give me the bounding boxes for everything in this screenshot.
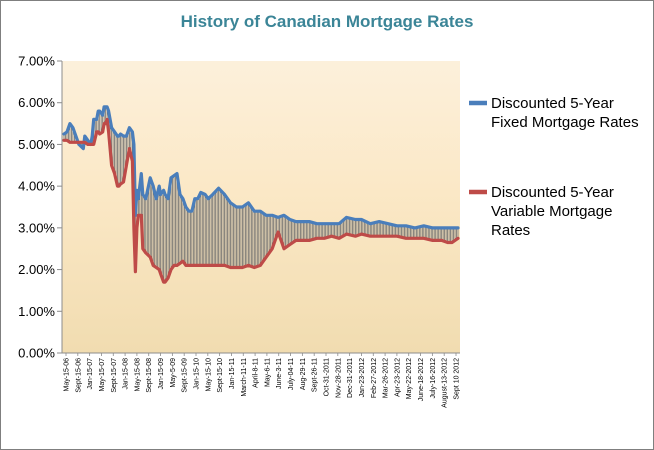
x-axis: May-15-06 Sept-15-06 Jan-15-07 May-15-07 Sep… — [64, 353, 461, 408]
x-tick-label: Sept 10 2012 — [454, 358, 461, 400]
legend: Discounted 5-Year Fixed Mortgage Rates Dis… — [469, 95, 639, 239]
x-tick-label: Sept-15-10 — [217, 358, 224, 393]
series-lines — [62, 105, 460, 284]
y-tick-label: 4.00% — [18, 179, 55, 194]
fixed-rate-line — [62, 105, 460, 230]
y-tick-label: 1.00% — [18, 304, 55, 319]
x-tick-label: March-11-11 — [241, 358, 248, 397]
x-tick-label: Sept-15-06 — [75, 358, 82, 393]
x-tick-label: Sept-15-08 — [146, 358, 153, 393]
plot-area — [62, 61, 460, 353]
x-tick-label: May-15-07 — [99, 358, 106, 392]
x-tick-label: Dec-31-2011 — [347, 358, 354, 398]
x-tick-label: Jan-15-10 — [194, 358, 201, 390]
variable-rate-line — [62, 117, 460, 284]
x-tick-label: Nov-28-2011 — [335, 358, 342, 398]
x-tick-label: May-15-10 — [205, 358, 212, 392]
x-tick-label: Jan-15-08 — [123, 358, 130, 390]
x-tick-label: July-04-11 — [288, 358, 295, 390]
x-tick-label: Sept-15-07 — [111, 358, 118, 393]
x-tick-label: Oct-31-2011 — [324, 358, 331, 396]
x-tick-label: May-15-08 — [134, 358, 141, 392]
y-tick-label: 5.00% — [18, 137, 55, 152]
rate-spread-hatching — [63, 106, 459, 283]
x-tick-label: June-3-11 — [276, 358, 283, 389]
x-tick-label: Jan-15-09 — [158, 358, 165, 390]
x-tick-label: Mar-26-2012 — [383, 358, 390, 398]
x-tick-label: Sept-26-11 — [312, 358, 319, 392]
x-tick-label: May-22-2012 — [406, 358, 413, 399]
x-tick-label: August-13-2012 — [442, 358, 449, 408]
x-tick-label: May-6-11 — [264, 358, 271, 387]
y-tick-label: 7.00% — [18, 54, 55, 69]
chart-title: History of Canadian Mortgage Rates — [181, 12, 474, 31]
x-tick-label: Aug-29-11 — [300, 358, 307, 390]
x-tick-label: Jan-23-2012 — [359, 358, 366, 397]
x-tick-label: June-18-2012 — [418, 358, 425, 401]
legend-label-variable: Discounted 5-Year Variable Mortgage Rates — [491, 184, 614, 239]
legend-label-fixed: Discounted 5-Year Fixed Mortgage Rates — [491, 95, 639, 131]
y-tick-label: 2.00% — [18, 262, 55, 277]
x-tick-label: Sept-15-09 — [182, 358, 189, 393]
x-tick-label: April-8-11 — [253, 358, 260, 388]
x-tick-label: May-5-09 — [170, 358, 177, 388]
y-tick-label: 0.00% — [18, 346, 55, 361]
y-axis: 0.00% 1.00% 2.00% 3.00% 4.00% 5.00% 6.00% 7.00% — [18, 54, 63, 361]
y-tick-label: 3.00% — [18, 220, 55, 235]
x-tick-label: Jan-15-07 — [87, 358, 94, 390]
x-tick-label: Feb-27-2012 — [371, 358, 378, 398]
x-tick-label: May-15-06 — [64, 358, 71, 392]
x-tick-label: Jan-15-11 — [229, 358, 236, 389]
x-tick-label: Apr-23-2012 — [394, 358, 401, 397]
y-tick-label: 6.00% — [18, 95, 55, 110]
x-tick-label: July-16-2012 — [430, 358, 437, 399]
